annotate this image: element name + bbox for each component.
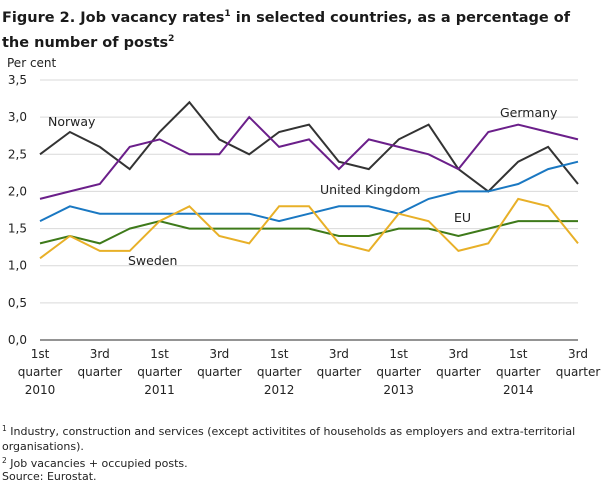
series-label-united-kingdom: United Kingdom [320,182,420,197]
x-tick-line: quarter [257,365,302,379]
x-tick-labels: 1st quarter 2010 3rd quarter 1st quarter 2011 3r… [18,347,601,397]
x-tick-line: quarter [376,365,421,379]
x-tick-line: quarter [556,365,601,379]
x-tick-line: quarter [78,365,123,379]
x-tick-line: 2011 [144,383,175,397]
x-tick-label: 3rd quarter [78,347,123,379]
x-tick-line: 2012 [264,383,295,397]
y-tick-label: 1,5 [8,222,27,236]
x-tick-label: 1st quarter 2012 [257,347,302,397]
series-label-sweden: Sweden [128,253,177,268]
x-tick-line: 1st [270,347,289,361]
x-tick-label: 3rd quarter [556,347,601,379]
x-tick-line: 1st [150,347,169,361]
y-tick-label: 0,5 [8,296,27,310]
x-tick-line: quarter [197,365,242,379]
y-tick-label: 3,0 [8,110,27,124]
series-line-sweden [39,197,579,260]
series-label-eu: EU [454,210,471,225]
x-tick-line: 3rd [90,347,110,361]
y-tick-label: 1,0 [8,259,27,273]
x-tick-line: 3rd [209,347,229,361]
x-tick-line: 2014 [503,383,534,397]
series-labels: Norway Germany United Kingdom EU Sweden [48,105,558,268]
chart-title: Figure 2. Job vacancy rates1 in selected… [2,9,571,51]
y-tick-label: 0,0 [8,333,27,347]
source-note: Source: Eurostat. [2,470,97,483]
y-axis-label: Per cent [7,56,57,70]
y-tick-label: 2,5 [8,147,27,161]
x-tick-line: quarter [436,365,481,379]
series-line-norway [39,100,579,193]
x-tick-line: quarter [496,365,541,379]
x-tick-line: quarter [317,365,362,379]
x-tick-line: 2013 [383,383,414,397]
x-tick-label: 1st quarter 2011 [137,347,182,397]
y-tick-label: 2,0 [8,184,27,198]
x-tick-line: quarter [137,365,182,379]
y-tick-labels: 0,0 0,5 1,0 1,5 2,0 2,5 3,0 3,5 [8,73,27,347]
x-tick-line: quarter [18,365,63,379]
x-tick-label: 3rd quarter [317,347,362,379]
series-line-united-kingdom [39,160,579,223]
x-tick-line: 1st [389,347,408,361]
x-tick-line: 2010 [25,383,56,397]
series-line-eu [39,220,578,245]
x-tick-line: 1st [509,347,528,361]
x-tick-label: 1st quarter 2013 [376,347,421,397]
gridlines [40,79,578,341]
footnote-2: 2 Job vacancies + occupied posts. [2,456,188,470]
y-tick-label: 3,5 [8,73,27,87]
x-tick-line: 3rd [568,347,588,361]
series-label-norway: Norway [48,114,96,129]
x-tick-label: 1st quarter 2010 [18,347,63,397]
footnote-1: 1 Industry, construction and services (e… [2,424,576,453]
x-tick-line: 1st [31,347,50,361]
series-lines [39,100,579,260]
x-tick-label: 1st quarter 2014 [496,347,541,397]
series-line-germany [39,115,579,200]
x-tick-line: 3rd [329,347,349,361]
x-tick-line: 3rd [448,347,468,361]
series-label-germany: Germany [500,105,558,120]
x-tick-label: 3rd quarter [436,347,481,379]
x-tick-label: 3rd quarter [197,347,242,379]
